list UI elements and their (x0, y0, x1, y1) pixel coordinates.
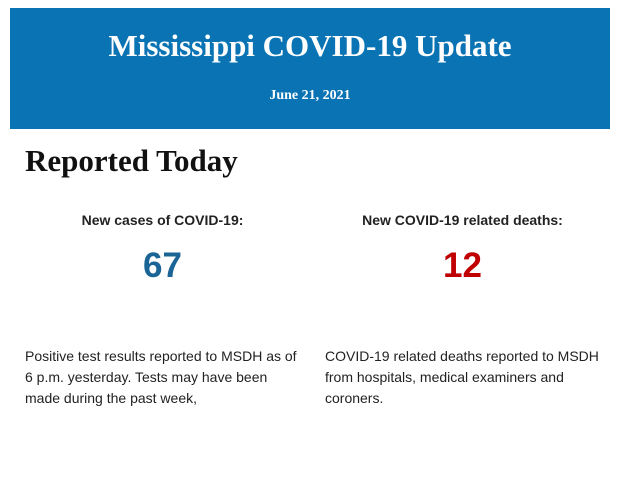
stat-label: New COVID-19 related deaths: (362, 212, 563, 228)
section-title: Reported Today (25, 143, 238, 178)
stat-label: New cases of COVID-19: (81, 212, 244, 228)
stat-value: 67 (143, 246, 182, 285)
stat-note: COVID-19 related deaths reported to MSDH… (325, 348, 599, 406)
stat-note: Positive test results reported to MSDH a… (25, 348, 297, 406)
banner: Mississippi COVID-19 Update June 21, 202… (10, 8, 610, 129)
date: June 21, 2021 (269, 88, 351, 103)
stat-value: 12 (443, 246, 482, 285)
stat: New COVID-19 related deaths: 12 COVID-19… (325, 212, 600, 406)
stat: New cases of COVID-19: 67 Positive test … (25, 212, 300, 406)
title: Mississippi COVID-19 Update (108, 28, 512, 63)
